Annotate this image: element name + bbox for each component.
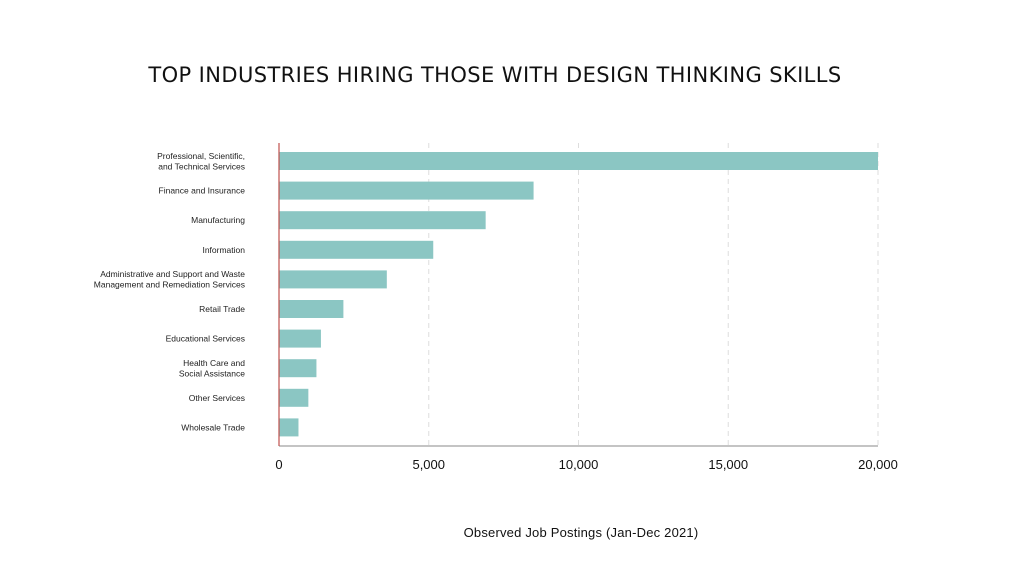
bar [279,329,321,348]
chart-title: TOP INDUSTRIES HIRING THOSE WITH DESIGN … [148,63,842,87]
bar [279,388,309,407]
grid-layer [428,143,879,446]
category-label: Management and Remediation Services [94,280,245,290]
bar [279,359,317,378]
category-label: Information [202,245,245,255]
bar [279,240,434,259]
bar [279,418,299,437]
x-axis-label: Observed Job Postings (Jan-Dec 2021) [463,525,699,540]
x-tick-label: 15,000 [708,457,748,472]
category-label: Finance and Insurance [159,186,246,196]
x-tick-label: 5,000 [412,457,445,472]
bar [279,152,878,170]
x-tick-label: 0 [275,457,282,472]
tick-labels: 0 5,000 10,000 15,000 20,000 [275,457,898,472]
bar [279,270,387,289]
x-tick-label: 10,000 [559,457,599,472]
axis-layer [278,143,878,447]
category-label: Educational Services [166,334,245,344]
bar [279,211,486,230]
category-label: Retail Trade [199,304,245,314]
category-label: Health Care and [183,358,245,368]
category-label: Social Assistance [179,368,245,378]
bar [279,300,344,318]
category-label: Wholesale Trade [181,422,245,432]
category-label: Manufacturing [191,215,245,225]
category-label: Professional, Scientific, [157,151,245,161]
category-label: Other Services [189,393,245,403]
bar-layer [279,152,878,437]
category-labels: Professional, Scientific,and Technical S… [94,151,245,433]
bar [279,181,534,200]
category-label: and Technical Services [158,161,245,171]
category-label: Administrative and Support and Waste [100,269,245,279]
x-tick-label: 20,000 [858,457,898,472]
